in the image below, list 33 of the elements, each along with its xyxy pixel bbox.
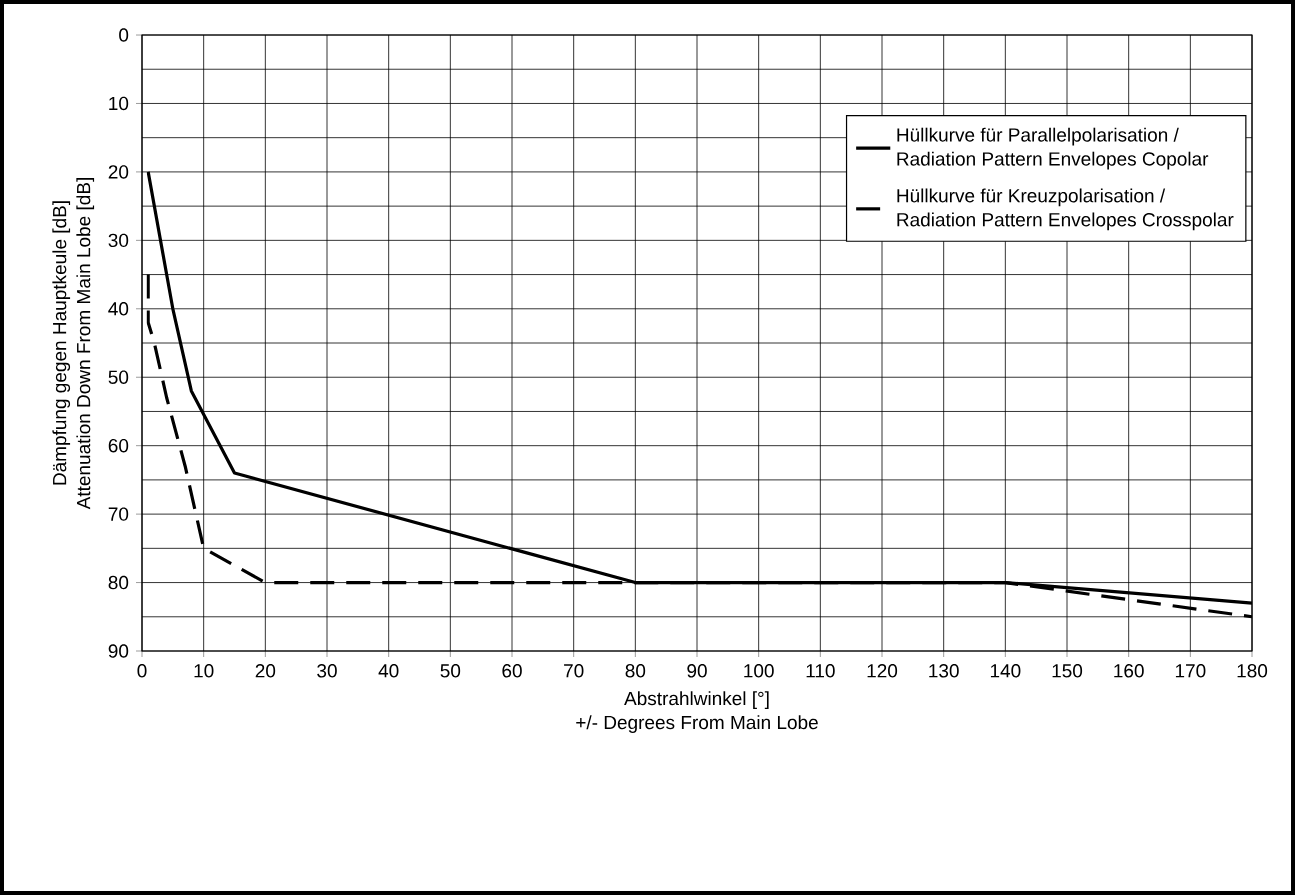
- x-tick-label: 30: [317, 664, 337, 678]
- x-tick-label: 180: [1237, 664, 1268, 678]
- y-tick-label: 30: [108, 233, 129, 248]
- x-tick-label: 10: [194, 664, 214, 678]
- x-tick-label: 50: [440, 664, 461, 678]
- y-tick-label: 0: [119, 28, 129, 42]
- x-tick-label: 40: [378, 664, 399, 678]
- x-tick-label: 110: [806, 664, 835, 678]
- x-tick-label: 100: [744, 664, 774, 678]
- y-tick-label: 70: [108, 507, 129, 521]
- y-tick-label: 20: [108, 165, 129, 179]
- y-tick-label: 50: [108, 370, 129, 384]
- legend-label: Hüllkurve für Parallelpolarisation / Radiation Pattern Envelopes Copolar: [897, 127, 1209, 170]
- y-tick-label: 60: [108, 438, 129, 453]
- x-tick-label: 150: [1052, 664, 1083, 678]
- x-tick-label: 60: [502, 664, 522, 678]
- x-tick-label: 120: [867, 664, 898, 678]
- y-tick-label: 40: [108, 302, 129, 316]
- y-tick-label: 90: [108, 644, 129, 658]
- y-axis-title: Dämpfung gegen Hauptkeule [dB] Attenuation Down From Main Lobe [dB]: [52, 178, 95, 510]
- x-tick-label: 80: [625, 664, 646, 678]
- x-tick-label: 160: [1114, 664, 1144, 678]
- x-tick-label: 70: [564, 664, 584, 678]
- x-tick-label: 130: [929, 664, 959, 678]
- y-tick-label: 10: [109, 96, 129, 111]
- x-axis-title: Abstrahlwinkel [°] +/- Degrees From Main Lobe: [576, 691, 818, 733]
- x-tick-label: 90: [687, 664, 707, 678]
- x-tick-label: 140: [990, 664, 1021, 678]
- x-tick-label: 0: [137, 664, 147, 678]
- x-tick-label: 20: [255, 664, 276, 678]
- x-tick-label: 170: [1175, 664, 1206, 678]
- y-tick-label: 80: [108, 575, 129, 590]
- legend-label: Hüllkurve für Kreuzpolarisation / Radiation Pattern Envelopes Crosspolar: [897, 188, 1234, 231]
